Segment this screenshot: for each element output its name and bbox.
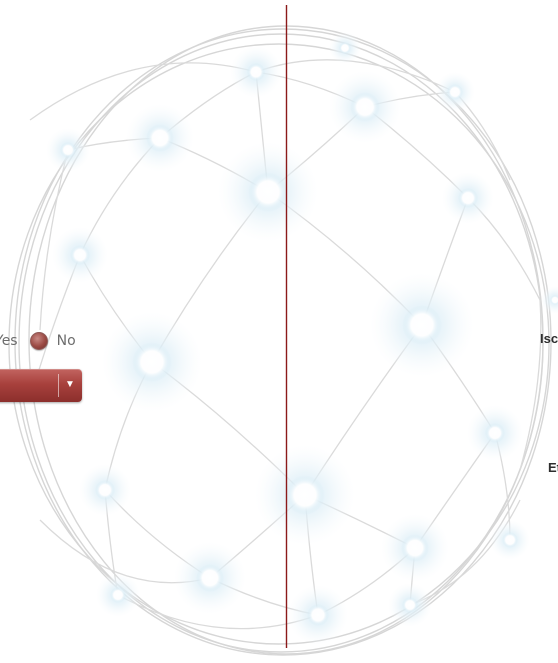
network-node[interactable] [370, 273, 474, 377]
network-node[interactable] [381, 514, 449, 582]
no-radio-button[interactable] [29, 332, 48, 350]
network-node[interactable] [541, 286, 558, 314]
network-node[interactable] [435, 72, 475, 112]
network-node[interactable] [79, 464, 131, 516]
globe-outline [8, 25, 552, 656]
yes-no-toggle: Yes No [0, 330, 76, 352]
network-node[interactable] [96, 573, 140, 617]
network-node[interactable] [230, 46, 282, 98]
network-node[interactable] [329, 32, 361, 64]
network-node[interactable] [388, 583, 432, 627]
selection-dropdown[interactable]: ▼ [0, 369, 82, 402]
network-node[interactable] [218, 142, 318, 242]
network-node[interactable] [467, 405, 523, 461]
network-node[interactable] [174, 542, 246, 614]
network-node[interactable] [52, 227, 108, 283]
network-nodes [46, 32, 558, 645]
network-node[interactable] [46, 128, 90, 172]
yes-option-label[interactable]: Yes [0, 333, 18, 349]
network-node[interactable] [126, 104, 194, 172]
network-node[interactable] [490, 520, 530, 560]
network-node[interactable] [442, 172, 494, 224]
network-node[interactable] [288, 585, 348, 645]
chevron-down-icon[interactable]: ▼ [65, 379, 75, 390]
network-node[interactable] [255, 445, 355, 545]
region-label-et[interactable]: Et [548, 460, 558, 475]
network-node[interactable] [329, 71, 401, 143]
network-node[interactable] [102, 312, 202, 412]
dropdown-divider [58, 374, 59, 397]
no-option-label[interactable]: No [56, 333, 76, 349]
region-label-isc[interactable]: Isc [540, 331, 558, 346]
